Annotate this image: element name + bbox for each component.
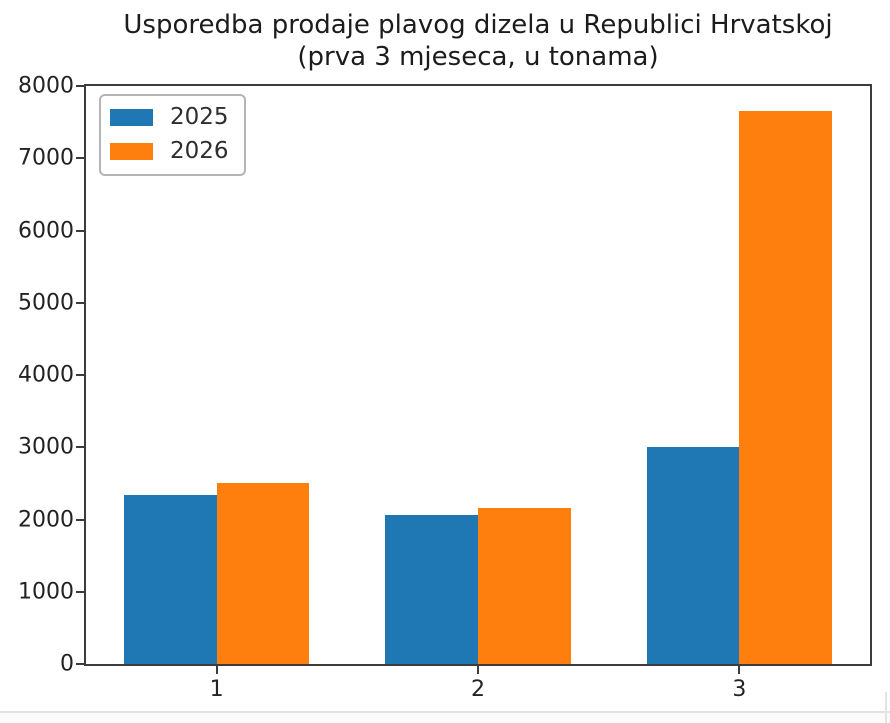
bar-2026-2 xyxy=(478,507,571,664)
x-tick-label: 3 xyxy=(732,677,747,702)
y-tick-label: 6000 xyxy=(18,218,74,243)
x-tick-mark xyxy=(215,666,218,674)
x-tick-label: 1 xyxy=(209,677,224,702)
y-tick-mark xyxy=(76,157,84,160)
y-tick-label: 3000 xyxy=(18,434,74,460)
bar-2025-3 xyxy=(646,447,740,664)
y-tick-label: 5000 xyxy=(18,290,74,316)
y-tick-mark xyxy=(76,590,84,593)
y-tick-mark xyxy=(76,301,84,304)
y-tick-mark xyxy=(76,446,84,449)
y-tick-mark xyxy=(76,374,84,376)
bar-2025-1 xyxy=(124,494,217,664)
legend-label-2025: 2025 xyxy=(170,104,229,130)
y-tick-mark xyxy=(76,518,84,521)
chart-title: Usporedba prodaje plavog dizela u Republ… xyxy=(123,10,833,40)
y-tick-label: 1000 xyxy=(18,579,74,605)
page-right-border xyxy=(885,692,887,723)
page-bottom-border xyxy=(0,711,890,723)
y-tick-label: 8000 xyxy=(18,73,74,99)
legend-label-2026: 2026 xyxy=(170,138,229,164)
chart-subtitle: (prva 3 mjeseca, u tonama) xyxy=(297,41,659,72)
y-tick-label: 4000 xyxy=(18,362,74,388)
legend-entry-2025: 2025 xyxy=(110,106,229,129)
chart-title-block: Usporedba prodaje plavog dizela u Republ… xyxy=(84,10,872,73)
y-tick-mark xyxy=(76,85,84,87)
x-tick-mark xyxy=(477,666,479,674)
y-tick-label: 0 xyxy=(60,651,74,677)
bar-2025-2 xyxy=(385,515,478,664)
legend-swatch-2025 xyxy=(110,109,153,126)
y-tick-mark xyxy=(76,663,84,665)
plot-area: 2025 2026 0 1000 2000 3000 4000 5000 6000 7000 8… xyxy=(18,74,872,702)
y-tick-label: 2000 xyxy=(18,507,74,532)
y-tick-label: 7000 xyxy=(18,145,74,171)
bar-2026-3 xyxy=(739,110,832,664)
y-tick-mark xyxy=(76,229,84,232)
legend-entry-2026: 2026 xyxy=(110,140,229,163)
bar-2026-1 xyxy=(216,483,310,664)
legend-swatch-2026 xyxy=(110,143,153,160)
x-tick-mark xyxy=(738,666,741,674)
x-tick-label: 2 xyxy=(471,677,485,702)
legend: 2025 2026 xyxy=(99,94,246,176)
